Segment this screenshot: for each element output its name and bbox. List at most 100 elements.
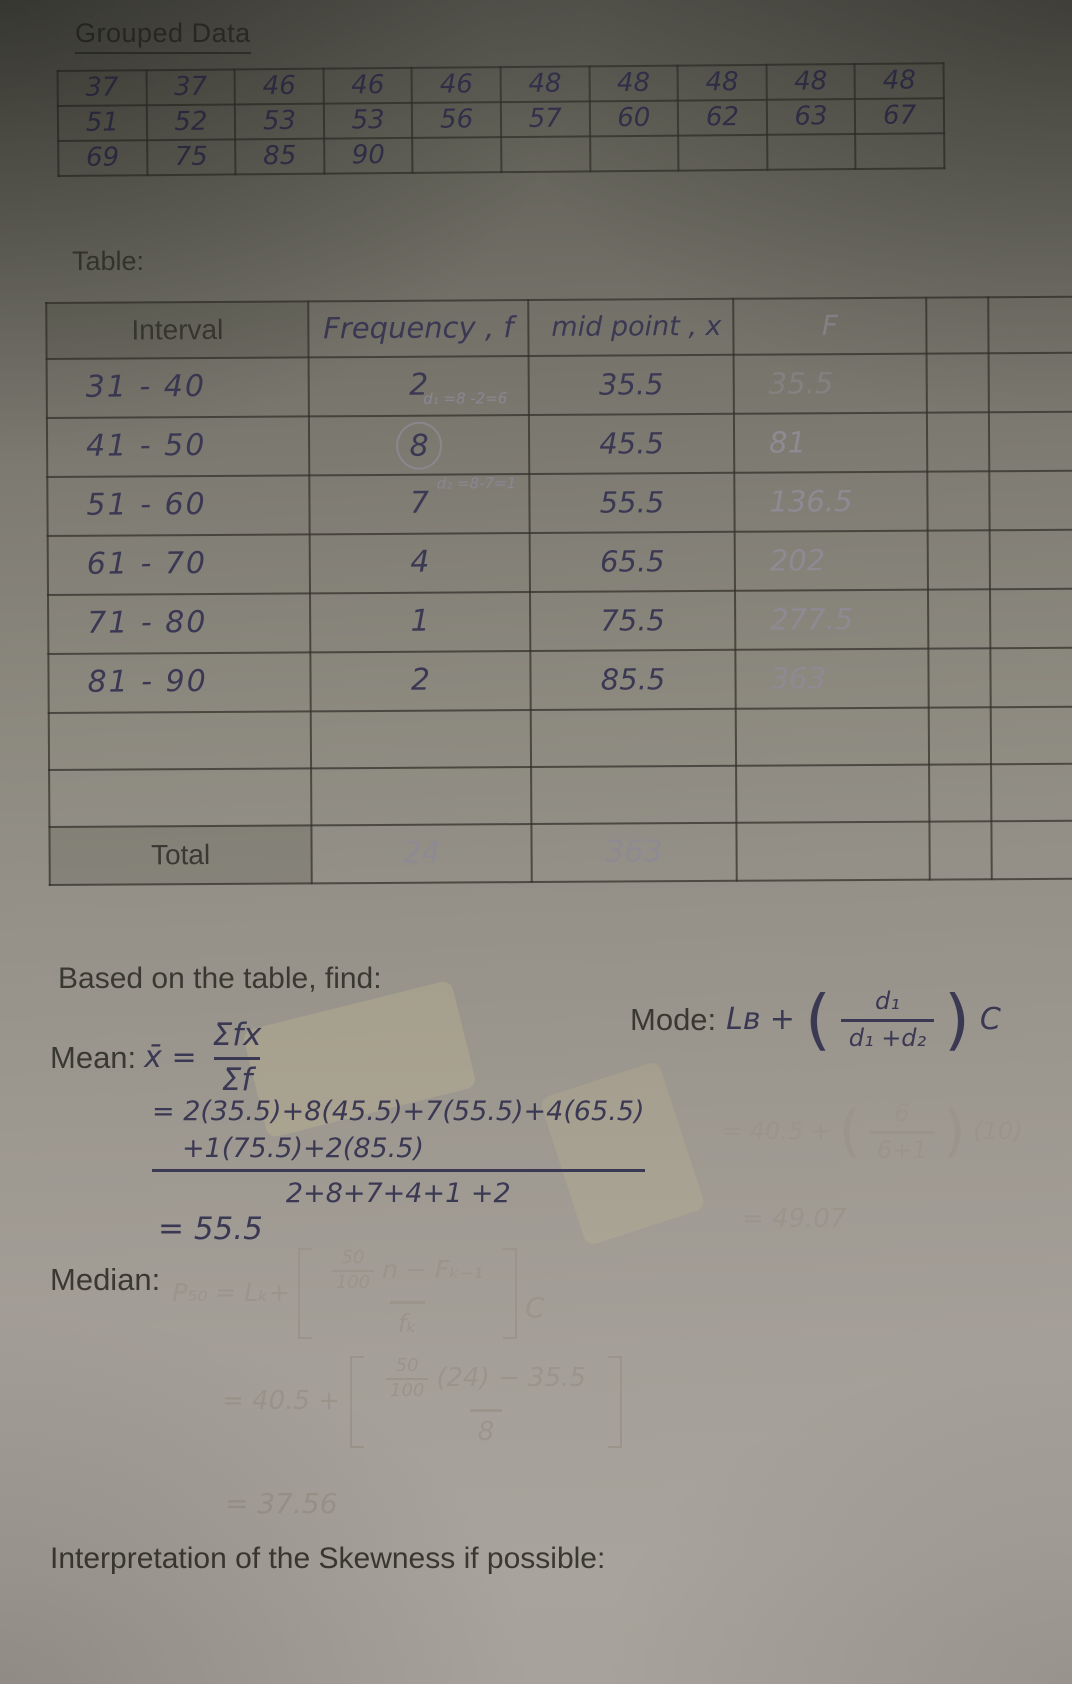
empty-cell xyxy=(989,588,1072,649)
midpoint-cell: 35.5 xyxy=(528,354,734,416)
empty-cell xyxy=(49,768,312,827)
table-header-row: Interval Frequency , f mid point , x F xyxy=(46,296,1072,359)
raw-data-cell: 57 xyxy=(500,101,590,138)
cumulative-f-cell: 81 xyxy=(733,412,928,473)
median-section: Median: P₅₀ = Lₖ+ 50 100 n − Fₖ₋₁ fₖ C xyxy=(50,1247,545,1340)
raw-data-cell xyxy=(766,134,856,170)
median-calc-numerator: 50 100 (24) − 35.5 xyxy=(374,1355,598,1409)
table-label: Table: xyxy=(72,246,145,276)
empty-cell xyxy=(530,708,737,768)
close-bracket xyxy=(607,1356,622,1449)
interval-cell: 61 - 70 xyxy=(47,534,311,595)
empty-cell xyxy=(735,707,930,766)
interval-cell: 51 - 60 xyxy=(47,475,310,536)
skewness-label: Interpretation of the Skewness if possib… xyxy=(50,1542,606,1575)
midpoint-cell: 75.5 xyxy=(529,590,736,652)
fifty-over-hundred-fraction: 50 100 xyxy=(331,1247,375,1293)
empty-cell xyxy=(736,764,930,823)
table-row: 41 - 50 8 45.5 81 xyxy=(46,411,1072,477)
raw-data-cell: 48 xyxy=(589,65,678,102)
median-formula: P₅₀ = Lₖ+ 50 100 n − Fₖ₋₁ fₖ C xyxy=(172,1247,545,1340)
frequency-value: 4 xyxy=(410,544,430,581)
mode-calc-fraction: 6 6+1 xyxy=(868,1099,936,1165)
median-result: = 37.56 xyxy=(225,1487,338,1520)
empty-cell xyxy=(928,707,992,765)
mean-calc-denominator: 2+8+7+4+1 +2 xyxy=(285,1178,511,1210)
raw-data-cell xyxy=(501,136,591,173)
median-calc-numerator-rest: (24) − 35.5 xyxy=(436,1362,586,1393)
cumulative-f-cell: 202 xyxy=(734,530,928,591)
raw-data-cell xyxy=(412,137,502,173)
median-formula-fraction: 50 100 n − Fₖ₋₁ fₖ xyxy=(320,1247,495,1339)
frequency-cell: 4 xyxy=(309,533,530,594)
midpoint-cell: 45.5 xyxy=(528,413,735,475)
cumulative-f-cell: 136.5 xyxy=(734,471,928,532)
median-calc-denominator: 8 xyxy=(469,1409,503,1448)
frequency-value: 7 xyxy=(409,485,430,522)
empty-cell xyxy=(989,529,1072,590)
table-row xyxy=(48,706,1072,770)
empty-cell xyxy=(928,648,991,708)
raw-data-cell xyxy=(589,135,679,172)
mode-calc-numerator: 6 xyxy=(894,1099,910,1127)
mode-formula-numerator: d₁ xyxy=(875,987,900,1015)
median-label: Median: xyxy=(50,1262,161,1297)
empty-cell xyxy=(991,820,1072,880)
interval-cell: 31 - 40 xyxy=(46,357,309,418)
mean-label: Mean: xyxy=(50,1040,137,1076)
cumulative-f-cell: 363 xyxy=(735,648,929,709)
mean-result: = 55.5 xyxy=(158,1211,263,1247)
mode-formula-suffix: C xyxy=(979,1001,1001,1037)
mode-calc-denominator: 6+1 xyxy=(868,1130,936,1165)
frequency-cell: 2 d₁ =8 -2=6 xyxy=(308,356,529,417)
table-row: 81 - 90 2 85.5 363 xyxy=(48,647,1072,713)
empty-cell xyxy=(531,765,737,825)
median-formula-denominator: fₖ xyxy=(389,1301,426,1339)
mean-calculation: = 2(35.5)+8(45.5)+7(55.5)+4(65.5) +1(75.… xyxy=(152,1096,645,1209)
empty-cell xyxy=(927,530,990,590)
median-calc-fraction: 50 100 (24) − 35.5 8 xyxy=(374,1355,598,1448)
cumulative-f-cell: 35.5 xyxy=(733,353,927,414)
median-numerator-rest: n − Fₖ₋₁ xyxy=(382,1255,484,1285)
raw-data-cell xyxy=(678,134,768,171)
raw-data-cell: 48 xyxy=(854,63,944,100)
mean-formula-fraction: Σfx Σf xyxy=(205,1017,270,1099)
empty-cell xyxy=(310,710,532,769)
empty-cell xyxy=(929,764,992,822)
raw-data-cell: 37 xyxy=(146,69,236,106)
midpoint-cell: 65.5 xyxy=(529,531,735,593)
close-bracket xyxy=(503,1248,518,1340)
mode-formula-prefix: Lʙ + xyxy=(726,1001,795,1037)
fraction-numerator: 50 xyxy=(395,1355,419,1376)
mode-result: = 49.07 xyxy=(742,1204,847,1234)
fifty-over-hundred-fraction: 50 100 xyxy=(386,1355,429,1402)
raw-data-cell: 62 xyxy=(677,99,767,136)
close-paren: ) xyxy=(943,1098,966,1164)
mean-formula-denominator: Σf xyxy=(213,1056,261,1099)
median-calculation: = 40.5 + 50 100 (24) − 35.5 8 xyxy=(222,1355,622,1449)
empty-cell xyxy=(736,821,930,881)
raw-data-cell: 75 xyxy=(146,139,236,176)
mode-calc-suffix: (10) xyxy=(973,1117,1023,1146)
interval-cell: 81 - 90 xyxy=(48,652,311,713)
raw-data-cell: 48 xyxy=(766,64,856,100)
cumulative-f-cell: 277.5 xyxy=(734,589,929,650)
raw-data-cell: 56 xyxy=(412,102,502,138)
raw-data-cell: 67 xyxy=(855,98,945,135)
mode-formula-denominator: d₁ +d₂ xyxy=(840,1018,935,1053)
table-row: 51 - 60 7 d₂ =8-7=1 55.5 136.5 xyxy=(47,470,1072,536)
raw-data-cell: 37 xyxy=(57,70,147,106)
frequency-cell: 2 xyxy=(310,651,531,712)
mode-calc-prefix: = 40.5 + xyxy=(722,1117,831,1146)
frequency-table: Interval Frequency , f mid point , x F 3… xyxy=(45,296,1072,886)
median-formula-lead: P₅₀ = Lₖ+ xyxy=(172,1278,290,1308)
raw-data-cell: 69 xyxy=(58,140,148,176)
raw-data-cell: 90 xyxy=(323,137,413,174)
fraction-denominator: 100 xyxy=(386,1377,429,1402)
table-row: 71 - 80 1 75.5 277.5 xyxy=(48,588,1072,654)
raw-data-cell: 53 xyxy=(323,102,413,139)
median-formula-suffix: C xyxy=(525,1291,545,1325)
raw-data-cell: 53 xyxy=(235,103,324,140)
mean-formula-numerator: Σfx xyxy=(212,1017,262,1053)
